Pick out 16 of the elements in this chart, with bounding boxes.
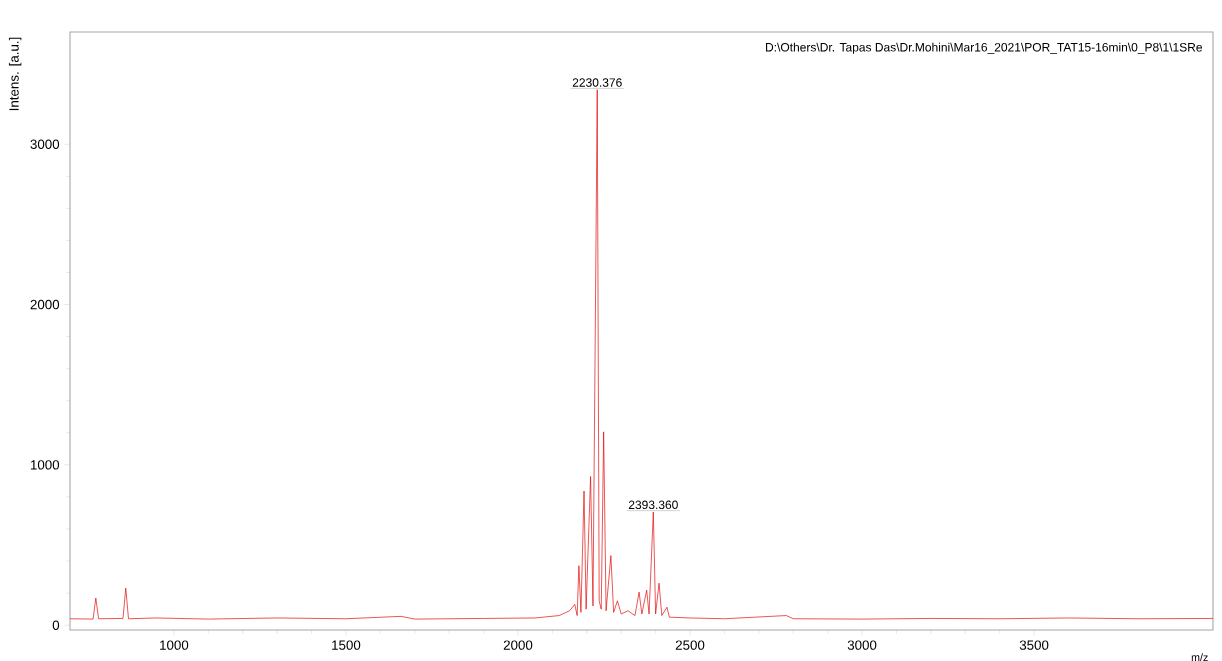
y-tick-label: 3000: [30, 139, 60, 149]
annotation: 2393.360: [628, 500, 678, 510]
x-tick-label: 3500: [1019, 640, 1049, 650]
x-tick-label: 2500: [675, 640, 705, 650]
annotation: D:\Others\Dr. Tapas Das\Dr.Mohini\Mar16_2021\POR_TAT15-16min\0_P8\1\1SRe: [766, 42, 1202, 54]
x-tick-label: 2000: [503, 640, 533, 650]
y-tick-label: 0: [52, 620, 60, 630]
y-tick-label: 1000: [30, 460, 60, 470]
x-axis-title: m/z: [1191, 653, 1208, 661]
line-series: [69, 89, 1214, 620]
y-tick-label: 2000: [30, 299, 60, 310]
annotation: 2230.376: [572, 78, 622, 87]
x-tick-label: 1500: [332, 640, 361, 650]
x-tick-label: 1000: [160, 640, 189, 650]
x-tick-label: 3000: [847, 640, 877, 650]
y-axis-title: Intens. [a.u.]: [8, 37, 22, 111]
